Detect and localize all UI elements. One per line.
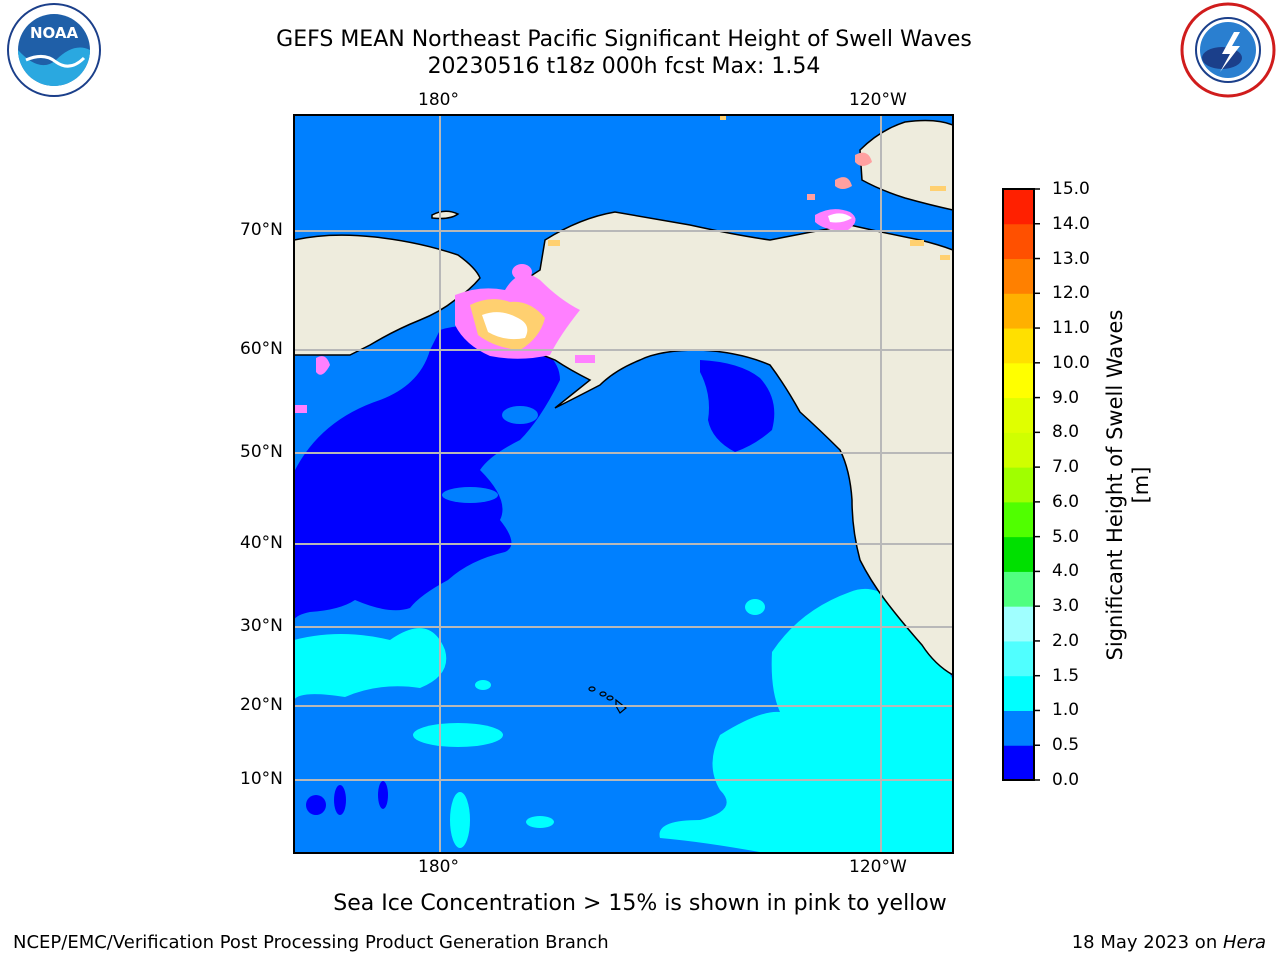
colorbar-tick-label: 5.0 (1052, 526, 1080, 547)
map-panel (293, 114, 954, 854)
swell-patch (502, 406, 538, 424)
colorbar-bin (1003, 536, 1034, 572)
swell-patch (745, 599, 765, 615)
graticule (294, 115, 953, 853)
colorbar-tick-label: 4.0 (1052, 561, 1080, 582)
chart-title: GEFS MEAN Northeast Pacific Significant … (276, 27, 972, 52)
bottom-tick-120w: 120°W (849, 857, 907, 877)
swell-zone-1to1.5-west (294, 628, 447, 700)
land-siberia (294, 115, 481, 356)
sea-ice-caption: Sea Ice Concentration > 15% is shown in … (333, 891, 947, 916)
colorbar-tick-label: 1.0 (1052, 700, 1080, 721)
colorbar-bin (1003, 571, 1034, 607)
top-tick-180: 180° (418, 90, 459, 110)
left-tick-70n: 70°N (240, 220, 283, 240)
colorbar-bin (1003, 223, 1034, 260)
colorbar-bin (1003, 432, 1034, 468)
colorbar-tick-label: 1.5 (1052, 665, 1080, 686)
swell-patch (450, 792, 470, 848)
colorbar-bin (1003, 258, 1034, 294)
colorbar-tick-label: 3.0 (1052, 596, 1080, 617)
colorbar-tick-label: 11.0 (1052, 318, 1090, 339)
left-tick-10n: 10°N (240, 769, 283, 789)
sea-ice-layer (295, 115, 950, 413)
swell-zone-1to1.5-east (659, 588, 953, 853)
nws-logo (1180, 2, 1276, 98)
colorbar-bin (1003, 501, 1034, 538)
swell-patch (475, 680, 491, 690)
swell-patch (442, 487, 498, 503)
chart-subtitle: 20230516 t18z 000h fcst Max: 1.54 (427, 54, 821, 79)
colorbar-bin (1003, 710, 1034, 746)
bottom-tick-180: 180° (418, 857, 459, 877)
colorbar-bin (1003, 606, 1034, 642)
colorbar-tick-label: 12.0 (1052, 283, 1090, 304)
land-alaska-canada (497, 211, 953, 676)
swell-patch (526, 816, 554, 828)
colorbar-bin (1003, 328, 1034, 364)
colorbar-bin (1003, 397, 1034, 433)
colorbar-bin (1003, 745, 1034, 781)
colorbar-bin (1003, 189, 1034, 225)
colorbar-tick-label: 14.0 (1052, 213, 1090, 234)
colorbar-tick-label: 15.0 (1052, 179, 1090, 199)
colorbar-bin (1003, 362, 1034, 399)
colorbar-tick-label: 10.0 (1052, 352, 1090, 373)
footer-date: 18 May 2023 on Hera (1072, 932, 1266, 954)
colorbar-bin (1003, 467, 1034, 503)
colorbar-tick-label: 0.0 (1052, 770, 1080, 790)
colorbar-tick-label: 7.0 (1052, 457, 1080, 478)
map-frame (293, 114, 954, 854)
footer-credit: NCEP/EMC/Verification Post Processing Pr… (13, 932, 609, 953)
swell-patch (378, 781, 388, 809)
swell-patch (413, 723, 503, 747)
colorbar-bin (1003, 675, 1034, 711)
swell-patch (334, 785, 346, 815)
colorbar-bin (1003, 640, 1034, 677)
colorbar-tick-label: 13.0 (1052, 248, 1090, 269)
swell-zone-0to0.5-gulf (700, 360, 775, 452)
colorbar-frame (1002, 188, 1035, 781)
colorbar-tick-label: 6.0 (1052, 491, 1080, 512)
top-tick-120w: 120°W (849, 90, 907, 110)
land-arctic-islands (859, 119, 953, 211)
colorbar-tick-label: 9.0 (1052, 387, 1080, 408)
svg-text:NOAA: NOAA (30, 24, 79, 42)
left-tick-30n: 30°N (240, 616, 283, 636)
colorbar-bin (1003, 293, 1034, 329)
colorbar (1002, 188, 1040, 781)
left-tick-20n: 20°N (240, 695, 283, 715)
left-tick-50n: 50°N (240, 442, 283, 462)
left-tick-40n: 40°N (240, 533, 283, 553)
colorbar-tick-label: 8.0 (1052, 422, 1080, 443)
colorbar-tick-label: 2.0 (1052, 630, 1080, 651)
swell-patch (306, 795, 326, 815)
colorbar-tick-label: 0.5 (1052, 735, 1080, 756)
footer-date-text: 18 May 2023 on (1071, 932, 1223, 953)
left-tick-60n: 60°N (240, 339, 283, 359)
colorbar-label: Significant Height of Swell Waves [m] (1103, 309, 1153, 661)
swell-zone-0to0.5-west (294, 326, 560, 620)
footer-host: Hera (1222, 932, 1266, 953)
noaa-logo: NOAA (7, 3, 101, 97)
